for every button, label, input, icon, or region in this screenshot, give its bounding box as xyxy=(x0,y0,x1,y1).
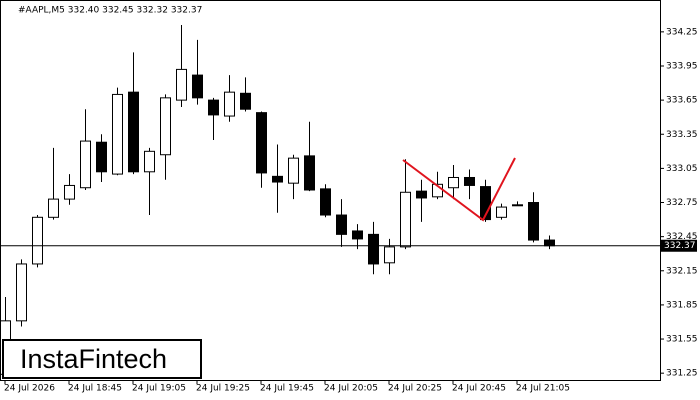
candle-body xyxy=(32,216,43,265)
candle-body xyxy=(512,204,523,207)
y-tick-label: 331.25 xyxy=(666,369,698,379)
candle-body xyxy=(48,198,59,218)
candle-body xyxy=(368,233,379,265)
candle-body xyxy=(16,263,27,322)
pattern-line xyxy=(402,157,516,222)
candle-body xyxy=(480,186,491,221)
chart-header: #AAPL,M5 332.40 332.45 332.32 332.37 xyxy=(18,6,202,16)
y-tick-label: 333.65 xyxy=(666,96,698,106)
candle-body xyxy=(144,150,155,173)
y-tick-label: 331.85 xyxy=(666,300,698,310)
candle-body xyxy=(64,184,75,200)
x-tick-label: 24 Jul 20:05 xyxy=(324,384,378,394)
candle-body xyxy=(320,188,331,216)
y-tick-label: 334.25 xyxy=(666,27,698,37)
y-tick-label: 332.75 xyxy=(666,198,698,208)
plot-frame xyxy=(0,0,661,381)
y-tick-label: 331.55 xyxy=(666,335,698,345)
x-tick-label: 24 Jul 2026 xyxy=(4,384,55,394)
candle-body xyxy=(448,176,459,189)
x-tick-label: 24 Jul 19:25 xyxy=(196,384,250,394)
candle-body xyxy=(384,246,395,264)
x-tick-label: 24 Jul 19:05 xyxy=(132,384,186,394)
candle-body xyxy=(128,91,139,173)
candle-body xyxy=(528,202,539,241)
candle-body xyxy=(160,97,171,156)
candle-body xyxy=(544,239,555,247)
x-tick-label: 24 Jul 19:45 xyxy=(260,384,314,394)
x-tick-label: 24 Jul 20:25 xyxy=(388,384,442,394)
candle-body xyxy=(80,140,91,189)
candle-body xyxy=(224,91,235,117)
candle-body xyxy=(336,214,347,235)
candle-body xyxy=(400,191,411,248)
candle-body xyxy=(256,112,267,174)
candle-body xyxy=(352,230,363,240)
logo: InstaFintech xyxy=(20,344,167,374)
y-tick-label: 332.45 xyxy=(666,232,698,242)
current-price-label: 332.37 xyxy=(664,241,696,251)
candle-body xyxy=(112,93,123,175)
logo-box xyxy=(2,339,202,379)
candle-body xyxy=(304,155,315,191)
x-tick-label: 24 Jul 21:05 xyxy=(516,384,570,394)
candle-body xyxy=(192,74,203,99)
y-tick-label: 333.95 xyxy=(666,61,698,71)
candle-body xyxy=(240,92,251,110)
x-tick-label: 24 Jul 20:45 xyxy=(452,384,506,394)
candle-body xyxy=(176,68,187,101)
candle-body xyxy=(496,206,507,218)
y-tick-label: 333.35 xyxy=(666,130,698,140)
candle-body xyxy=(272,175,283,183)
current-price-box xyxy=(661,239,697,252)
candle-body xyxy=(464,176,475,186)
x-tick-label: 24 Jul 18:45 xyxy=(68,384,122,394)
y-tick-label: 333.05 xyxy=(666,164,698,174)
candle-body xyxy=(416,190,427,199)
candle-body xyxy=(96,141,107,173)
candle-body xyxy=(288,157,299,184)
y-tick-label: 332.15 xyxy=(666,266,698,276)
candle-body xyxy=(208,99,219,116)
